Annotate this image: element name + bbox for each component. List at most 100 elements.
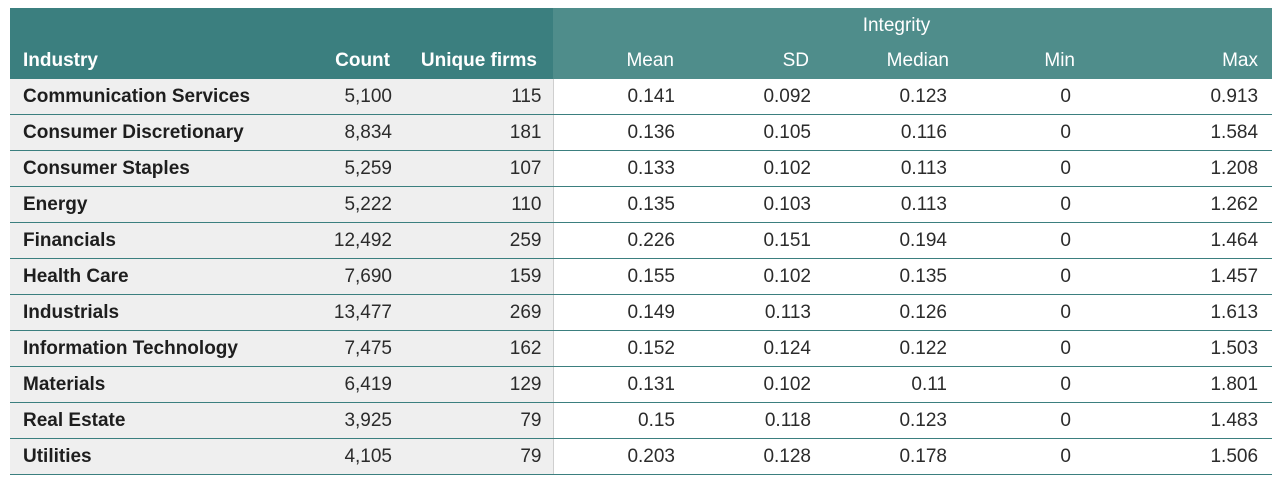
cell-max: 1.483 — [1109, 402, 1273, 439]
cell-max: 1.503 — [1109, 330, 1273, 367]
col-header-sd: SD — [683, 43, 828, 79]
cell-count: 5,222 — [286, 186, 396, 223]
cell-count: 7,690 — [286, 258, 396, 295]
cell-mean: 0.149 — [552, 294, 683, 331]
cell-count: 5,100 — [286, 79, 396, 115]
cell-mean: 0.226 — [552, 222, 683, 259]
cell-median: 0.11 — [828, 366, 969, 403]
cell-min: 0 — [969, 330, 1109, 367]
cell-max: 1.506 — [1109, 438, 1273, 475]
col-header-max: Max — [1109, 43, 1273, 79]
cell-median: 0.126 — [828, 294, 969, 331]
cell-unique-firms: 79 — [396, 438, 553, 475]
cell-unique-firms: 129 — [396, 366, 553, 403]
cell-median: 0.135 — [828, 258, 969, 295]
cell-max: 0.913 — [1109, 79, 1273, 115]
cell-max: 1.457 — [1109, 258, 1273, 295]
cell-sd: 0.102 — [683, 258, 828, 295]
col-header-median: Median — [828, 43, 969, 79]
integrity-group-label: Integrity — [862, 14, 931, 36]
cell-median: 0.178 — [828, 438, 969, 475]
cell-min: 0 — [969, 114, 1109, 151]
cell-industry: Consumer Discretionary — [10, 114, 286, 151]
header-group-row: Integrity — [10, 8, 1273, 43]
cell-industry: Consumer Staples — [10, 150, 286, 187]
cell-min: 0 — [969, 402, 1109, 439]
table-body: Communication Services 5,100 115 0.141 0.092… — [10, 79, 1273, 475]
cell-industry: Utilities — [10, 438, 286, 475]
col-header-industry: Industry — [10, 43, 286, 79]
cell-count: 6,419 — [286, 366, 396, 403]
cell-mean: 0.155 — [552, 258, 683, 295]
cell-mean: 0.131 — [552, 366, 683, 403]
cell-industry: Financials — [10, 222, 286, 259]
cell-max: 1.584 — [1109, 114, 1273, 151]
cell-median: 0.123 — [828, 79, 969, 115]
cell-min: 0 — [969, 294, 1109, 331]
col-header-count: Count — [286, 43, 396, 79]
cell-max: 1.801 — [1109, 366, 1273, 403]
cell-unique-firms: 79 — [396, 402, 553, 439]
statistics-table-container: Integrity Industry Count Unique firms Me… — [10, 8, 1273, 475]
table-row: Materials 6,419 129 0.131 0.102 0.11 0 1.801 — [10, 366, 1273, 403]
cell-sd: 0.092 — [683, 79, 828, 115]
cell-sd: 0.105 — [683, 114, 828, 151]
cell-industry: Materials — [10, 366, 286, 403]
cell-unique-firms: 259 — [396, 222, 553, 259]
cell-unique-firms: 107 — [396, 150, 553, 187]
integrity-group-header: Integrity — [553, 8, 1273, 43]
table-row: Financials 12,492 259 0.226 0.151 0.194 0 1.464 — [10, 222, 1273, 259]
cell-max: 1.262 — [1109, 186, 1273, 223]
col-header-min: Min — [969, 43, 1109, 79]
table-row: Utilities 4,105 79 0.203 0.128 0.178 0 1.506 — [10, 438, 1273, 475]
cell-median: 0.194 — [828, 222, 969, 259]
table-row: Consumer Discretionary 8,834 181 0.136 0.105… — [10, 114, 1273, 151]
col-header-mean: Mean — [553, 43, 683, 79]
cell-industry: Communication Services — [10, 79, 286, 115]
header-column-row: Industry Count Unique firms Mean SD Medi… — [10, 43, 1273, 79]
table-row: Information Technology 7,475 162 0.152 0.124… — [10, 330, 1273, 367]
cell-count: 3,925 — [286, 402, 396, 439]
cell-industry: Industrials — [10, 294, 286, 331]
cell-sd: 0.102 — [683, 150, 828, 187]
cell-min: 0 — [969, 258, 1109, 295]
cell-min: 0 — [969, 150, 1109, 187]
table-row: Consumer Staples 5,259 107 0.133 0.102 0.113 0… — [10, 150, 1273, 187]
cell-industry: Real Estate — [10, 402, 286, 439]
cell-mean: 0.141 — [552, 79, 683, 115]
table-row: Industrials 13,477 269 0.149 0.113 0.126 0 1.61… — [10, 294, 1273, 331]
cell-industry: Health Care — [10, 258, 286, 295]
cell-count: 12,492 — [286, 222, 396, 259]
industry-integrity-table: Integrity Industry Count Unique firms Me… — [10, 8, 1273, 475]
cell-sd: 0.113 — [683, 294, 828, 331]
header-spacer — [10, 8, 553, 43]
cell-count: 13,477 — [286, 294, 396, 331]
cell-unique-firms: 115 — [396, 79, 553, 115]
cell-sd: 0.124 — [683, 330, 828, 367]
cell-unique-firms: 110 — [396, 186, 553, 223]
table-row: Real Estate 3,925 79 0.15 0.118 0.123 0 1.483 — [10, 402, 1273, 439]
cell-min: 0 — [969, 366, 1109, 403]
cell-industry: Energy — [10, 186, 286, 223]
table-row: Energy 5,222 110 0.135 0.103 0.113 0 1.262 — [10, 186, 1273, 223]
cell-sd: 0.102 — [683, 366, 828, 403]
cell-sd: 0.128 — [683, 438, 828, 475]
cell-min: 0 — [969, 438, 1109, 475]
cell-sd: 0.103 — [683, 186, 828, 223]
col-header-unique-firms: Unique firms — [396, 43, 553, 79]
cell-median: 0.113 — [828, 186, 969, 223]
cell-median: 0.123 — [828, 402, 969, 439]
cell-sd: 0.118 — [683, 402, 828, 439]
cell-count: 4,105 — [286, 438, 396, 475]
cell-min: 0 — [969, 186, 1109, 223]
cell-count: 5,259 — [286, 150, 396, 187]
cell-max: 1.208 — [1109, 150, 1273, 187]
cell-mean: 0.135 — [552, 186, 683, 223]
cell-mean: 0.152 — [552, 330, 683, 367]
cell-mean: 0.136 — [552, 114, 683, 151]
cell-max: 1.613 — [1109, 294, 1273, 331]
cell-median: 0.116 — [828, 114, 969, 151]
cell-unique-firms: 159 — [396, 258, 553, 295]
cell-unique-firms: 181 — [396, 114, 553, 151]
cell-min: 0 — [969, 79, 1109, 115]
